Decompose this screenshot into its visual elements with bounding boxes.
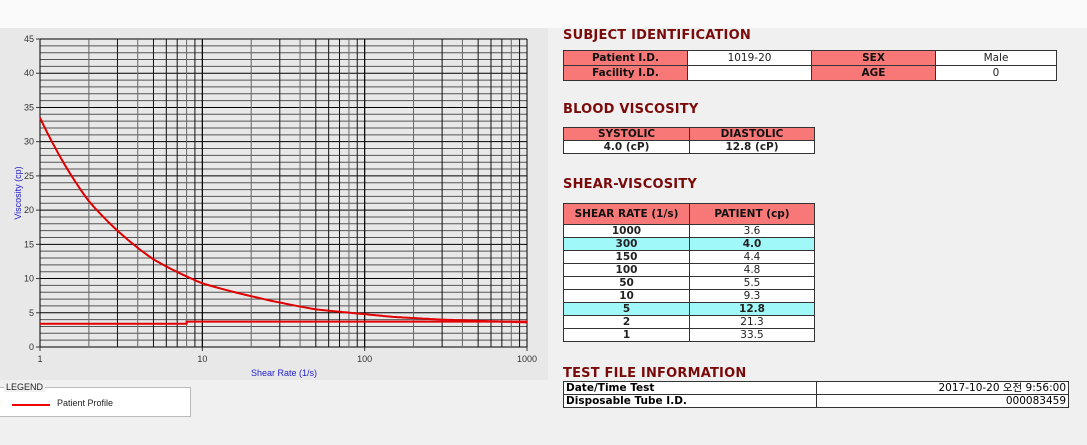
legend: LEGEND Patient Profile (0, 382, 191, 417)
shear-rate-header: SHEAR RATE (1/s) (563, 203, 690, 225)
y-tick-label: 25 (24, 171, 34, 181)
shear-viscosity-table: SHEAR RATE (1/s) PATIENT (cp) 1000 3.6 300… (563, 203, 815, 342)
shear-rate-cell: 1000 (563, 224, 690, 238)
patient-value-cell: 33.5 (689, 328, 815, 342)
shear-row: 5 12.8 (563, 302, 815, 316)
age-label: AGE (811, 65, 936, 81)
viscosity-chart: 0 5 10 15 20 25 30 35 40 45 1 10 100 1000 Shear Rate … (13, 34, 537, 378)
facility-id-label: Facility I.D. (563, 65, 688, 81)
diastolic-value: 12.8 (cP) (689, 140, 815, 154)
y-tick-label: 45 (24, 34, 34, 44)
systolic-value: 4.0 (cP) (563, 140, 690, 154)
x-tick-label: 100 (357, 354, 372, 364)
sex-label: SEX (811, 50, 936, 66)
shear-rate-cell: 2 (563, 315, 690, 329)
y-tick-label: 10 (24, 274, 34, 284)
date-time-label: Date/Time Test (563, 381, 817, 395)
shear-row: 1000 3.6 (563, 224, 815, 238)
legend-title: LEGEND (4, 382, 46, 392)
y-tick-label: 30 (24, 137, 34, 147)
viscosity-chart-panel: 0 5 10 15 20 25 30 35 40 45 1 10 100 1000 Shear Rate … (0, 28, 548, 380)
shear-row: 1 33.5 (563, 328, 815, 342)
shear-rate-cell: 1 (563, 328, 690, 342)
y-tick-label: 15 (24, 239, 34, 249)
blood-viscosity-table: SYSTOLIC DIASTOLIC 4.0 (cP) 12.8 (cP) (563, 127, 815, 154)
y-tick-label: 40 (24, 68, 34, 78)
patient-value-cell: 4.4 (689, 250, 815, 264)
facility-id-value (687, 65, 812, 81)
y-tick-label: 35 (24, 102, 34, 112)
y-tick-label: 20 (24, 205, 34, 215)
patient-value-cell: 3.6 (689, 224, 815, 238)
sex-value: Male (935, 50, 1057, 66)
patient-value-cell: 9.3 (689, 289, 815, 303)
patient-id-label: Patient I.D. (563, 50, 688, 66)
patient-profile-line (39, 117, 528, 324)
patient-value-cell: 4.8 (689, 263, 815, 277)
patient-header: PATIENT (cp) (689, 203, 815, 225)
x-tick-label: 1 (37, 354, 42, 364)
shear-row: 50 5.5 (563, 276, 815, 290)
plot-area (40, 39, 527, 347)
systolic-label: SYSTOLIC (563, 127, 690, 141)
date-time-value: 2017-10-20 오전 9:56:00 (816, 381, 1069, 395)
subject-table: Patient I.D. 1019-20 SEX Male Facility I… (563, 50, 1057, 81)
patient-value-cell: 12.8 (689, 302, 815, 316)
test-info-table: Date/Time Test 2017-10-20 오전 9:56:00 Dis… (563, 381, 1069, 408)
patient-value-cell: 21.3 (689, 315, 815, 329)
tube-id-label: Disposable Tube I.D. (563, 394, 817, 408)
y-axis-label: Viscosity (cp) (13, 166, 23, 219)
shear-rate-cell: 5 (563, 302, 690, 316)
shear-rate-cell: 50 (563, 276, 690, 290)
test-file-information-heading: TEST FILE INFORMATION (563, 366, 747, 381)
subject-identification-heading: SUBJECT IDENTIFICATION (563, 28, 751, 43)
shear-rate-cell: 300 (563, 237, 690, 251)
top-strip (0, 0, 1087, 28)
shear-rate-cell: 100 (563, 263, 690, 277)
y-tick-label: 0 (29, 342, 34, 352)
shear-row: 100 4.8 (563, 263, 815, 277)
diastolic-label: DIASTOLIC (689, 127, 815, 141)
patient-value-cell: 4.0 (689, 237, 815, 251)
shear-rate-cell: 150 (563, 250, 690, 264)
shear-row: 150 4.4 (563, 250, 815, 264)
patient-id-value: 1019-20 (687, 50, 812, 66)
shear-rate-cell: 10 (563, 289, 690, 303)
shear-row: 10 9.3 (563, 289, 815, 303)
x-axis-label: Shear Rate (1/s) (251, 368, 317, 378)
x-tick-label: 1000 (517, 354, 537, 364)
x-tick-label: 10 (197, 354, 207, 364)
shear-row: 2 21.3 (563, 315, 815, 329)
reference-line (40, 320, 527, 325)
legend-line-swatch (12, 404, 50, 406)
shear-viscosity-heading: SHEAR-VISCOSITY (563, 177, 697, 192)
legend-item-label: Patient Profile (57, 398, 114, 408)
patient-value-cell: 5.5 (689, 276, 815, 290)
y-tick-label: 5 (29, 308, 34, 318)
blood-viscosity-heading: BLOOD VISCOSITY (563, 102, 699, 117)
tube-id-value: 000083459 (816, 394, 1069, 408)
age-value: 0 (935, 65, 1057, 81)
shear-row: 300 4.0 (563, 237, 815, 251)
